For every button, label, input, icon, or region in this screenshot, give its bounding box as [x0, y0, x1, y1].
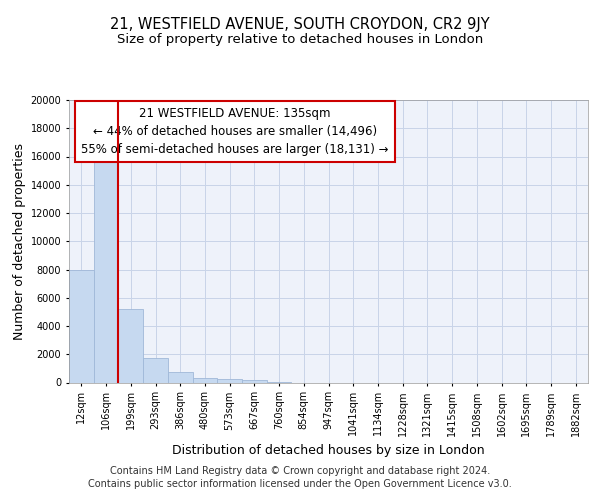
X-axis label: Distribution of detached houses by size in London: Distribution of detached houses by size …: [172, 444, 485, 457]
Text: Size of property relative to detached houses in London: Size of property relative to detached ho…: [117, 32, 483, 46]
Bar: [69, 270, 94, 382]
Text: Contains HM Land Registry data © Crown copyright and database right 2024.: Contains HM Land Registry data © Crown c…: [110, 466, 490, 476]
Y-axis label: Number of detached properties: Number of detached properties: [13, 143, 26, 340]
Bar: [168, 372, 193, 382]
Bar: [193, 378, 217, 382]
Bar: [118, 309, 143, 382]
Text: 21 WESTFIELD AVENUE: 135sqm
← 44% of detached houses are smaller (14,496)
55% of: 21 WESTFIELD AVENUE: 135sqm ← 44% of det…: [82, 107, 389, 156]
Bar: [217, 380, 242, 382]
Bar: [94, 150, 118, 382]
Text: Contains public sector information licensed under the Open Government Licence v3: Contains public sector information licen…: [88, 479, 512, 489]
Bar: [242, 380, 267, 382]
Bar: [143, 358, 168, 382]
Text: 21, WESTFIELD AVENUE, SOUTH CROYDON, CR2 9JY: 21, WESTFIELD AVENUE, SOUTH CROYDON, CR2…: [110, 18, 490, 32]
